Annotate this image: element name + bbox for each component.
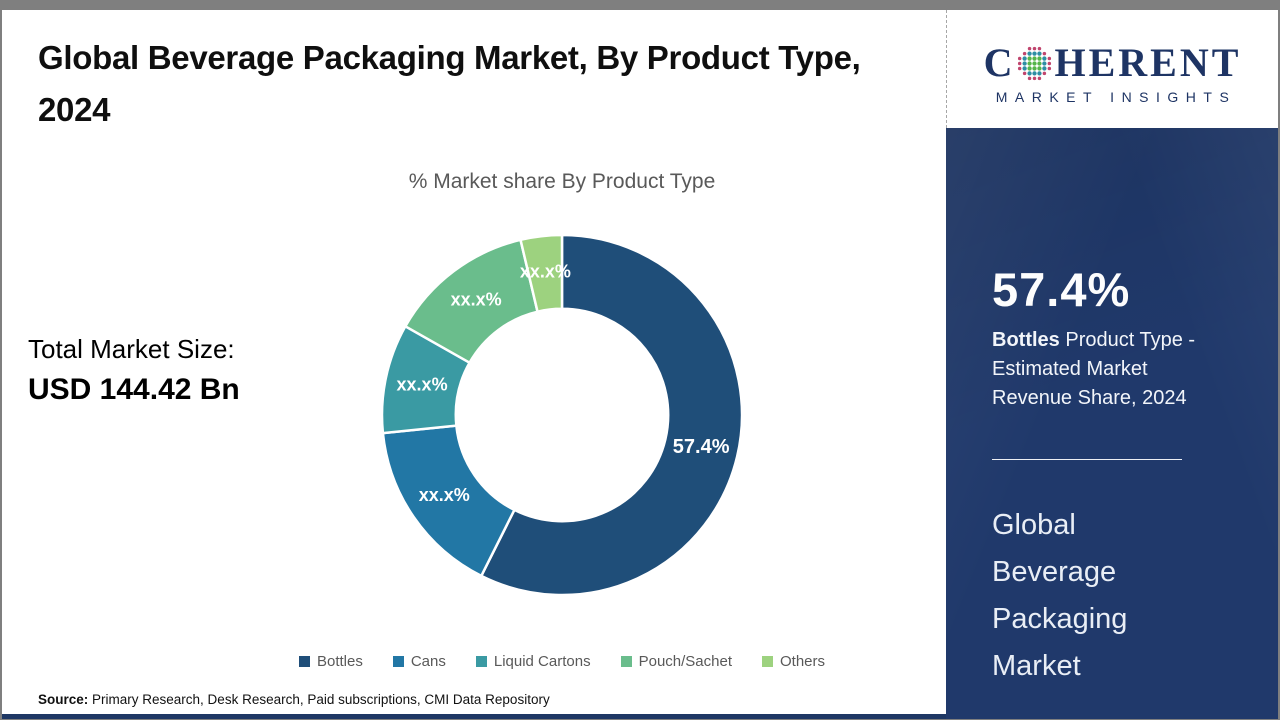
main-panel: Global Beverage Packaging Market, By Pro… bbox=[2, 10, 946, 719]
source-label: Source: bbox=[38, 692, 89, 707]
brand-logo-subtitle: MARKET INSIGHTS bbox=[995, 89, 1237, 105]
legend-label: Bottles bbox=[316, 653, 363, 670]
donut-label-cans: xx.x% bbox=[419, 485, 470, 505]
legend-marker-icon bbox=[392, 656, 404, 667]
legend-label: Cans bbox=[410, 653, 446, 670]
globe-dots-icon bbox=[1018, 46, 1052, 80]
legend-marker-icon bbox=[298, 656, 310, 667]
donut-label-liquid-cartons: xx.x% bbox=[397, 374, 448, 394]
legend-item-others: Others bbox=[762, 653, 825, 670]
brand-logo-wordmark: C HERENT bbox=[984, 43, 1242, 83]
sidebar: C HERENT MARKET INSIGHTS 57.4% Bottles P… bbox=[946, 10, 1278, 719]
page-title: Global Beverage Packaging Market, By Pro… bbox=[38, 39, 861, 128]
legend-label: Pouch/Sachet bbox=[638, 653, 732, 670]
donut-chart: 57.4% xx.x% xx.x% xx.x% xx.x% bbox=[370, 223, 754, 607]
highlight-stat-value: 57.4% bbox=[992, 263, 1131, 316]
total-market-size: Total Market Size: USD 144.42 Bn bbox=[28, 332, 240, 410]
legend-marker-icon bbox=[620, 656, 632, 667]
donut-segment-bottles bbox=[480, 233, 744, 597]
highlight-stat-description: Bottles Product Type - Estimated Market … bbox=[992, 326, 1230, 413]
donut-label-pouch-sachet: xx.x% bbox=[451, 289, 502, 309]
legend-marker-icon bbox=[762, 656, 773, 667]
divider-line bbox=[992, 459, 1182, 460]
legend-item-liquid-cartons: Liquid Cartons bbox=[475, 653, 591, 670]
legend-label: Others bbox=[780, 653, 826, 670]
legend-marker-icon bbox=[475, 656, 487, 667]
chart-legend: Bottles Cans Liquid Cartons Pouch/Sachet Oth… bbox=[172, 653, 952, 670]
logo-text-left: C bbox=[983, 40, 1016, 85]
source-note: Source: Primary Research, Desk Research,… bbox=[38, 692, 550, 707]
chart-title: % Market share By Product Type bbox=[408, 170, 716, 193]
sidebar-panel: 57.4% Bottles Product Type - Estimated M… bbox=[946, 128, 1278, 719]
donut-label-others: xx.x% bbox=[520, 262, 571, 282]
stat-product-name: Bottles bbox=[992, 329, 1060, 351]
report-title: Global Beverage Packaging Market bbox=[992, 509, 1128, 682]
legend-label: Liquid Cartons bbox=[493, 653, 591, 670]
bottom-accent-strip bbox=[2, 714, 946, 719]
brand-logo: C HERENT MARKET INSIGHTS bbox=[946, 10, 1278, 128]
legend-item-cans: Cans bbox=[392, 653, 446, 670]
source-text: Primary Research, Desk Research, Paid su… bbox=[92, 692, 550, 707]
logo-text-right: HERENT bbox=[1054, 40, 1242, 85]
total-market-size-label: Total Market Size: bbox=[28, 334, 235, 364]
total-market-size-value: USD 144.42 Bn bbox=[28, 373, 240, 406]
donut-label-bottles: 57.4% bbox=[673, 436, 730, 458]
donut-segment-others bbox=[519, 233, 564, 313]
legend-item-pouch-sachet: Pouch/Sachet bbox=[620, 653, 732, 670]
legend-item-bottles: Bottles bbox=[298, 653, 363, 670]
stat-description-rest: Product Type - Estimated Market Revenue … bbox=[992, 329, 1196, 409]
